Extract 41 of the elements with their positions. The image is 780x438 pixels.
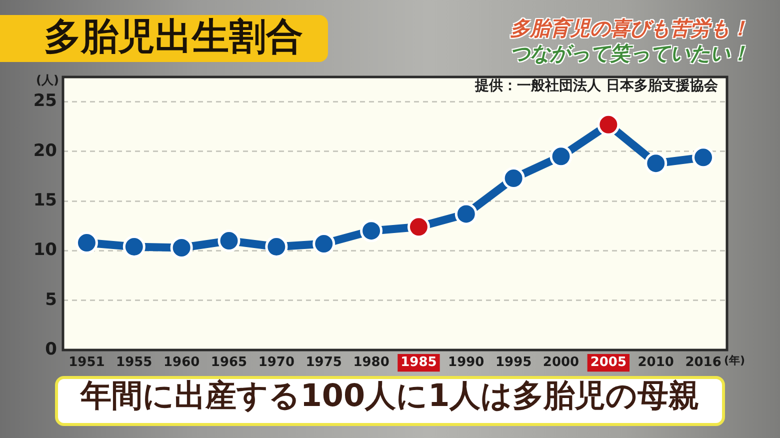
point xyxy=(265,236,288,258)
x-axis-title: (年) xyxy=(724,354,746,368)
text: 年間に出産する100人に1人は多胎児の母親 xyxy=(80,378,700,415)
x-tick-label: 1965 xyxy=(210,355,248,370)
point xyxy=(644,152,668,175)
x-tick-label: 2000 xyxy=(542,355,580,370)
point xyxy=(454,202,478,226)
text: つながって笑っていたい！ xyxy=(510,41,750,65)
y-axis-title: (人) xyxy=(36,73,59,88)
x-tick-label: 1985 xyxy=(400,355,437,370)
y-tick-label: 0 xyxy=(45,339,58,360)
point xyxy=(122,236,146,258)
x-tick-label: 1955 xyxy=(116,355,152,370)
text: 多胎育児の喜びも苦労も！ xyxy=(510,16,750,40)
x-tick-label: 2016 xyxy=(685,355,722,370)
point xyxy=(550,145,572,168)
point xyxy=(170,236,193,259)
point xyxy=(312,232,336,256)
x-tick-label: 1951 xyxy=(68,355,105,370)
point xyxy=(218,230,240,252)
y-tick-label: 10 xyxy=(33,240,58,260)
x-tick-label: 2005 xyxy=(590,355,627,370)
y-tick-label: 25 xyxy=(33,91,57,112)
x-tick-label: 1960 xyxy=(163,355,200,370)
x-tick-label: 1995 xyxy=(495,355,532,370)
chart-title: 多胎児出生割合 xyxy=(44,15,303,59)
x-tick-label: 2010 xyxy=(638,355,674,370)
annotation: 提供：一般社団法人 日本多胎支援協会 xyxy=(475,78,718,94)
y-tick-label: 5 xyxy=(45,290,57,310)
y-tick-label: 15 xyxy=(33,190,57,211)
point xyxy=(407,216,430,238)
point xyxy=(502,167,525,190)
point xyxy=(360,220,383,242)
point xyxy=(692,146,715,169)
x-tick-label: 1975 xyxy=(306,355,342,370)
y-tick-label: 20 xyxy=(33,140,58,161)
point xyxy=(597,113,620,136)
x-tick-label: 1990 xyxy=(448,355,484,370)
x-tick-label: 1970 xyxy=(258,355,295,370)
x-tick-label: 1980 xyxy=(353,355,390,370)
point xyxy=(75,232,98,254)
